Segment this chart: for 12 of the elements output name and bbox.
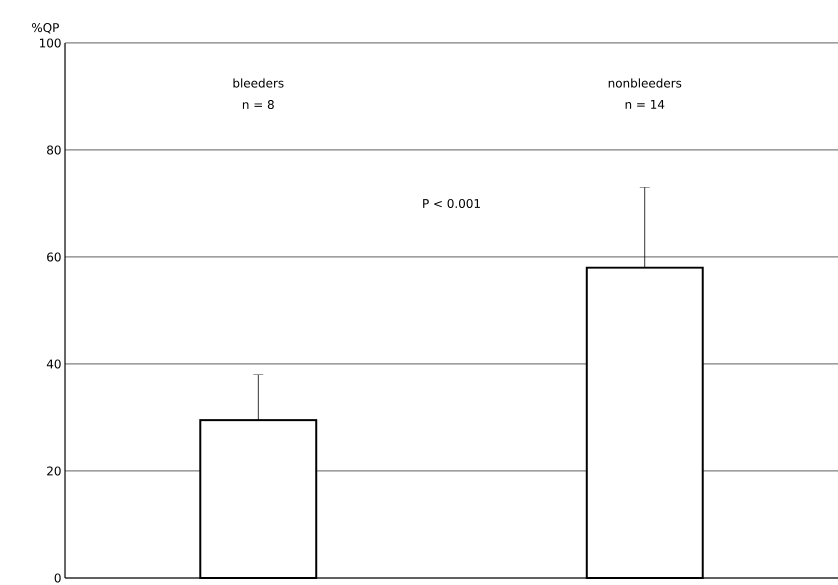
y-tick-label: 60	[47, 252, 61, 262]
y-tick-label: 80	[47, 145, 61, 155]
annotation: n = 14	[626, 100, 664, 109]
y-tick-label: 100	[40, 38, 61, 48]
y-tick-label: 20	[47, 466, 61, 476]
annotation: P < 0.001	[423, 198, 480, 208]
x-tick-label: bleeders	[233, 78, 284, 88]
annotation: n = 8	[242, 100, 274, 110]
y-tick-label: 0	[54, 573, 61, 583]
y-axis-title: %QP	[32, 23, 59, 34]
x-tick-label: nonbleeders	[608, 78, 682, 88]
y-tick-label: 40	[46, 359, 61, 369]
